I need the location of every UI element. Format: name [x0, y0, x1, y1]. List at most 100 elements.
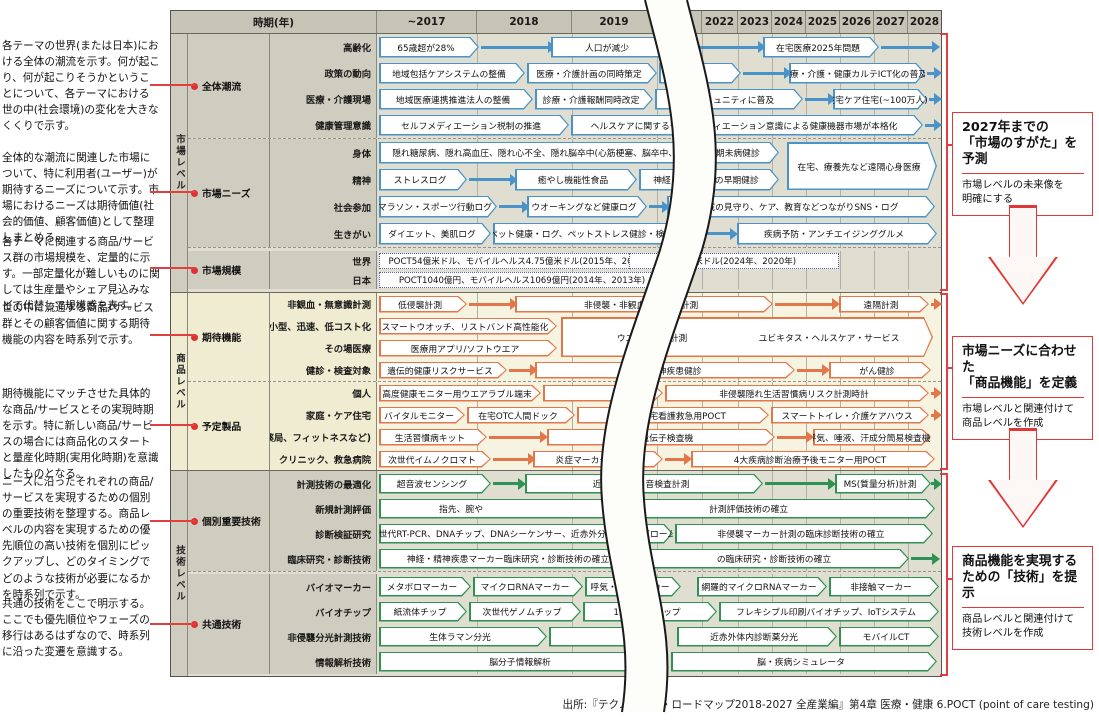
row-social: 社会参加 マラソン・スポーツ行動ログ ウオーキングなど健康ログ 地域の見守り、ケ… — [270, 193, 941, 220]
flow-arrow — [927, 67, 942, 79]
box-label: ウオーキングなど健康ログ — [531, 203, 637, 213]
row-home-care: 家庭・ケア住宅 バイタルモニター 在宅OTC人間ドック 携帯・在宅看護救急用PO… — [270, 404, 942, 426]
row-timeline: バイタルモニター 在宅OTC人間ドック 携帯・在宅看護救急用POCT スマートト… — [377, 404, 942, 426]
box-label: マラソン・スポーツ行動ログ — [379, 203, 493, 213]
box-label: 脳分子情報解析 — [489, 658, 551, 668]
category-overall-trend: 全体潮流 — [188, 34, 270, 138]
bracket-line — [940, 33, 948, 35]
box-label: 医療・介護計画の同時策定 — [536, 69, 642, 80]
roadmap-box: 在宅医療2025年問題 — [763, 37, 879, 58]
row-timeline: 超音波センシング 近赤外分光・音検査計測 MS(質量分析)計測 — [377, 471, 942, 496]
row-label: 新規計測評価 — [270, 496, 377, 521]
note-connector — [150, 424, 196, 426]
row-label: 計測技術の最適化 — [270, 471, 377, 496]
box-label: 隠れ糖尿病、隠れ高血圧、隠れ心不全、隠れ脳卒中(心筋梗塞、脳卒中、がん)の早期未… — [392, 149, 760, 159]
flow-arrow — [931, 477, 942, 490]
row-biomarker: バイオマーカー メタボロマーカー マイクロRNAマーカー 呼気・唾液マーカー 網… — [270, 574, 941, 599]
red-dot-icon — [191, 266, 198, 274]
roadmap-box: 医療用アプリ/ソフトウエア — [379, 340, 557, 357]
box-label: ヘルスケアに関するセルフメディエーション意識による健康機器市場が本格化 — [590, 121, 898, 132]
row-noninvasive-spectroscopy: 非侵襲分光計測技術 生体ラマン分光 近赤外体内診断薬分光 モバイルCT — [270, 624, 941, 649]
year-2023: 2023 — [737, 11, 771, 33]
roadmap-box: 地域医療連携推進法人の整備 — [379, 89, 533, 110]
row-world: 世界 POCT54億米ドル、モバイルヘルス4.75億米ドル(2015年、2014… — [270, 251, 941, 270]
flow-arrow — [911, 552, 940, 565]
roadmap-box: 医療・介護計画の同時策定 — [527, 63, 657, 84]
roadmap-box: 次世代イムノクロマト — [379, 451, 491, 468]
row-label: 診断検証研究 — [270, 521, 377, 546]
roadmap-box: ペット健康・ログ、ペットストレス健診・検査 — [493, 223, 675, 245]
box-label: ペット健康・ログ、ペットストレス健診・検査 — [493, 230, 674, 240]
roadmap-box: 診療・介護報酬同時改定 — [535, 89, 653, 110]
roadmap-box: 在宅ケア住宅(~100万人) — [833, 89, 927, 110]
roadmap-box: 呼気・唾液マーカー — [585, 577, 681, 597]
box-label: 地域包括ケアシステムの整備 — [392, 69, 506, 80]
box-label: 疾病予防・アンチエイジンググルメ — [763, 230, 905, 240]
flow-arrow — [509, 364, 538, 376]
box-label: モバイルCT — [862, 633, 910, 643]
row-clinic: クリニック、救急病院 次世代イムノクロマト 炎症マーカー検査器 4大疾病診断治療… — [270, 448, 941, 470]
box-label: 非侵襲・非観血、無意識計測 — [583, 300, 699, 311]
roadmap-box — [543, 385, 663, 402]
flow-arrow — [665, 453, 692, 465]
year-2022: 2022 — [701, 11, 737, 33]
box-label: ダイエット、美肌ログ — [388, 230, 476, 240]
box-label: スマートトイレ・介護ケアハウス — [781, 411, 913, 422]
box-label: バイタルモニター — [383, 411, 455, 422]
box-label — [549, 627, 667, 647]
row-label: 健康管理意識 — [270, 112, 377, 138]
row-timeline: 地域包括ケアシステムの整備 医療・介護計画の同時策定 普及 医療・介護・健康カル… — [377, 60, 942, 86]
row-label: 世界 — [270, 251, 377, 270]
roadmap-box: マラソン・スポーツ行動ログ — [379, 196, 497, 218]
bracket-line — [946, 144, 953, 146]
row-label: クリニック、救急病院 — [270, 448, 377, 470]
box-label: がん健診 — [859, 366, 895, 377]
box-label: 医療・介護・健康カルテICT化の普及 — [789, 69, 925, 80]
flow-arrow — [493, 477, 526, 490]
row-timeline: 生体ラマン分光 近赤外体内診断薬分光 モバイルCT — [377, 624, 941, 649]
row-label: 健診・検査対象 — [270, 359, 377, 381]
row-label: 身体 — [270, 139, 377, 166]
row-label: 医療・介護現場 — [270, 86, 377, 112]
section-product-level: 商品レベル 期待機能 非観血・無意識計測 低侵襲計測 非侵襲・非観血、無意識計測 — [171, 292, 942, 470]
red-dot-icon — [191, 333, 198, 341]
box-label: 神経・精神疾患の早期健診 — [653, 176, 759, 186]
box-label: スマートウオッチ、リストバンド高性能化 — [381, 322, 549, 333]
flow-arrow — [489, 431, 548, 443]
callout-title: 2027年までの 「市場のすがた」を予測 — [962, 120, 1084, 174]
box-label: 在宅ケア住宅(~100万人) — [833, 95, 927, 106]
roadmap-box: 在宅OTC人間ドック — [467, 407, 575, 424]
year-2025: 2025 — [805, 11, 839, 33]
box-label: 次世代ゲノムチップ — [482, 608, 562, 618]
note-market-needs: 全体的な潮流に関連した市場について、特に利用者(ユーザー)が期待するニーズについ… — [2, 152, 159, 245]
row-timeline: 紙流体チップ 次世代ゲノムチップ 1分子計測チップ フレキシブル印刷バイオチップ… — [377, 599, 941, 624]
flow-arrow — [493, 453, 536, 465]
flow-arrow — [499, 200, 530, 213]
year-2027: 2027 — [873, 11, 907, 33]
down-arrow-icon — [988, 205, 1058, 305]
row-timeline: 指先、腕や 計測評価技術の確立 — [377, 496, 941, 521]
bracket-line — [940, 289, 948, 291]
row-label: 社会参加 — [270, 193, 377, 220]
roadmap-box: ウオーキングなど健康ログ — [527, 196, 647, 218]
roadmap-box: 次世代RT-PCR、DNAチップ、DNAシーケンサー、近赤外分光、メタボローム — [379, 524, 673, 544]
box-label: ユビキタス・ヘルスケア・サービス — [758, 333, 900, 344]
note-common-tech: 共通の技術をここで明示する。ここでも優先順位やフェーズの移行はあるはずなので、時… — [2, 598, 151, 659]
box-label: 1分子計測チップ — [613, 608, 681, 618]
bracket-line — [946, 293, 948, 469]
roadmap-box: 脳・疾病シミュレータ — [671, 652, 937, 672]
row-label: 家庭・ケア住宅 — [270, 404, 377, 426]
roadmap-box: 疾病予防・アンチエイジンググルメ — [737, 223, 937, 245]
row-clinical-research: 臨床研究・診断技術 神経・精神疾患マーカー臨床研究・診断技術の確立 の臨床研究・… — [270, 546, 941, 571]
flow-arrow — [649, 200, 670, 213]
band-key-technologies: 個別重要技術 計測技術の最適化 超音波センシング 近赤外分光・音検査計測 MS(… — [188, 471, 942, 571]
roadmap-box: 癒やし機能性食品 — [515, 169, 637, 191]
row-label: 政策の動向 — [270, 60, 377, 86]
note-planned-prod: 期待機能にマッチさせた具体的な商品/サービスとその実現時期を示す。特に新しい商品… — [2, 388, 159, 481]
category-common-technologies: 共通技術 — [188, 574, 270, 674]
bracket-line — [946, 578, 953, 580]
box-label: 地域医療連携推進法人の整備 — [395, 95, 511, 106]
roadmap-box: 非侵襲・非観血、無意識計測 — [515, 296, 773, 313]
roadmap-box: 65歳超が28% — [379, 37, 479, 58]
roadmap-box: 神経・精神疾患健診 — [535, 362, 795, 379]
